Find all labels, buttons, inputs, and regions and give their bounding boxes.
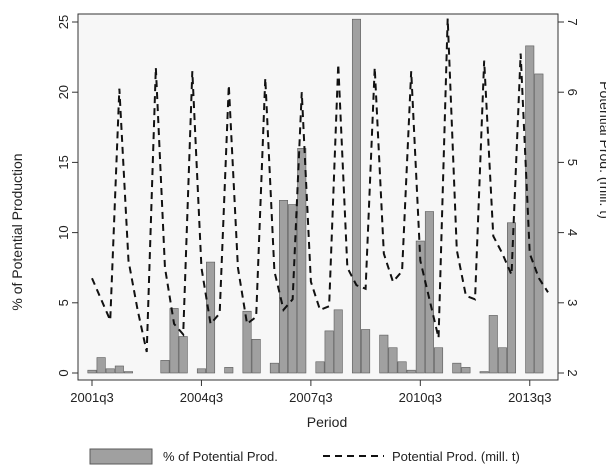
x-tick-label-1: 2004q3 bbox=[180, 390, 223, 405]
y-right-tick-label-1: 3 bbox=[565, 299, 580, 306]
bar-44 bbox=[488, 315, 498, 374]
bar-25 bbox=[315, 361, 325, 374]
x-tick-label-3: 2010q3 bbox=[399, 390, 442, 405]
line-series bbox=[91, 18, 549, 353]
y-right-tick-label-5: 7 bbox=[565, 18, 580, 25]
y-right-tick-label-4: 6 bbox=[565, 89, 580, 96]
bar-45 bbox=[497, 347, 507, 374]
bar-1 bbox=[96, 357, 106, 374]
x-tick-label-0: 2001q3 bbox=[70, 390, 113, 405]
plot-area bbox=[77, 13, 559, 381]
bar-35 bbox=[406, 369, 416, 374]
y-left-tick-label-4: 20 bbox=[56, 85, 71, 99]
bar-34 bbox=[397, 361, 407, 374]
x-tick-label-4: 2013q3 bbox=[508, 390, 551, 405]
bar-23 bbox=[297, 148, 307, 374]
bar-49 bbox=[534, 73, 544, 374]
bar-46 bbox=[507, 222, 517, 374]
x-tick-label-2: 2007q3 bbox=[289, 390, 332, 405]
bar-20 bbox=[269, 362, 279, 374]
y-right-tick-label-2: 4 bbox=[565, 229, 580, 236]
bar-10 bbox=[178, 336, 188, 374]
axes: 0 5 10 15 20 25 2 3 4 5 6 7 2001q3 2004q3 2007q3 2010q3… bbox=[56, 15, 580, 405]
bar-29 bbox=[351, 18, 361, 374]
legend-bar-label: % of Potential Prod. bbox=[163, 449, 278, 464]
y-left-tick-label-0: 0 bbox=[56, 369, 71, 376]
y-left-tick-label-1: 5 bbox=[56, 299, 71, 306]
bar-48 bbox=[525, 45, 535, 374]
bar-36 bbox=[415, 240, 425, 374]
bar-4 bbox=[123, 371, 133, 374]
y-axis-title-right: Potential Prod. (mill. t) bbox=[597, 81, 606, 219]
bar-series bbox=[87, 18, 544, 374]
y-left-tick-label-5: 25 bbox=[56, 15, 71, 29]
bar-30 bbox=[361, 329, 371, 374]
x-axis-title: Period bbox=[307, 414, 347, 430]
bar-43 bbox=[479, 371, 489, 374]
bar-17 bbox=[242, 310, 252, 374]
bar-8 bbox=[160, 360, 170, 374]
bar-26 bbox=[324, 330, 334, 374]
bar-40 bbox=[452, 362, 462, 374]
bar-2 bbox=[105, 368, 115, 374]
bar-15 bbox=[224, 367, 234, 374]
bar-38 bbox=[434, 347, 444, 374]
y-axis-title-left: % of Potential Production bbox=[9, 153, 25, 310]
bar-0 bbox=[87, 369, 97, 374]
legend: % of Potential Prod. Potential Prod. (mi… bbox=[89, 448, 520, 465]
bar-12 bbox=[196, 368, 206, 374]
y-right-tick-label-3: 5 bbox=[565, 159, 580, 166]
bar-9 bbox=[169, 308, 179, 374]
bar-18 bbox=[251, 338, 261, 374]
bar-41 bbox=[461, 367, 471, 374]
y-right-tick-label-0: 2 bbox=[565, 369, 580, 376]
bar-21 bbox=[279, 200, 289, 374]
y-left-tick-label-3: 15 bbox=[56, 155, 71, 169]
bar-3 bbox=[114, 365, 124, 374]
y-left-tick-label-2: 10 bbox=[56, 225, 71, 239]
bar-32 bbox=[379, 334, 389, 374]
legend-line-label: Potential Prod. (mill. t) bbox=[392, 449, 520, 464]
bar-13 bbox=[206, 261, 216, 374]
bar-27 bbox=[333, 309, 343, 374]
bar-37 bbox=[424, 211, 434, 374]
bar-33 bbox=[388, 347, 398, 374]
legend-bar-swatch bbox=[89, 448, 153, 465]
